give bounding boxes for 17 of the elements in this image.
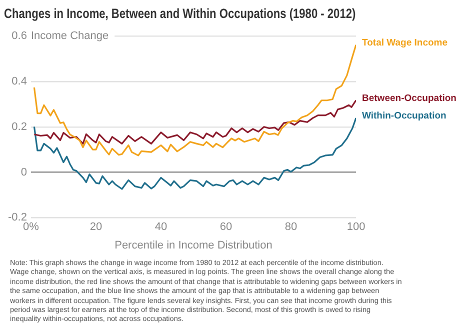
x-tick-label: 60: [220, 221, 232, 234]
chart-title: Changes in Income, Between and Within Occupations (1980 - 2012): [4, 6, 356, 22]
x-tick-label: 80: [284, 221, 298, 234]
x-tick-label: 100: [346, 221, 366, 234]
y-tick-label: 0: [20, 166, 27, 178]
series-label: Within-Occupation: [362, 110, 447, 122]
series-label: Between-Occupation: [362, 92, 457, 104]
y-tick-label: 0.4: [12, 76, 27, 88]
x-tick-label: 0%: [23, 221, 40, 234]
y-tick-label: -0.2: [8, 212, 27, 224]
x-tick-label: 40: [154, 221, 168, 234]
x-axis-title: Percentile in Income Distribution: [114, 239, 272, 252]
y-tick-label: 0.6: [12, 30, 27, 42]
series-label: Total Wage Income: [362, 37, 448, 48]
x-tick-label: 20: [90, 221, 102, 234]
y-axis-title: Income Change: [30, 30, 109, 42]
y-tick-label: 0.2: [12, 120, 27, 133]
